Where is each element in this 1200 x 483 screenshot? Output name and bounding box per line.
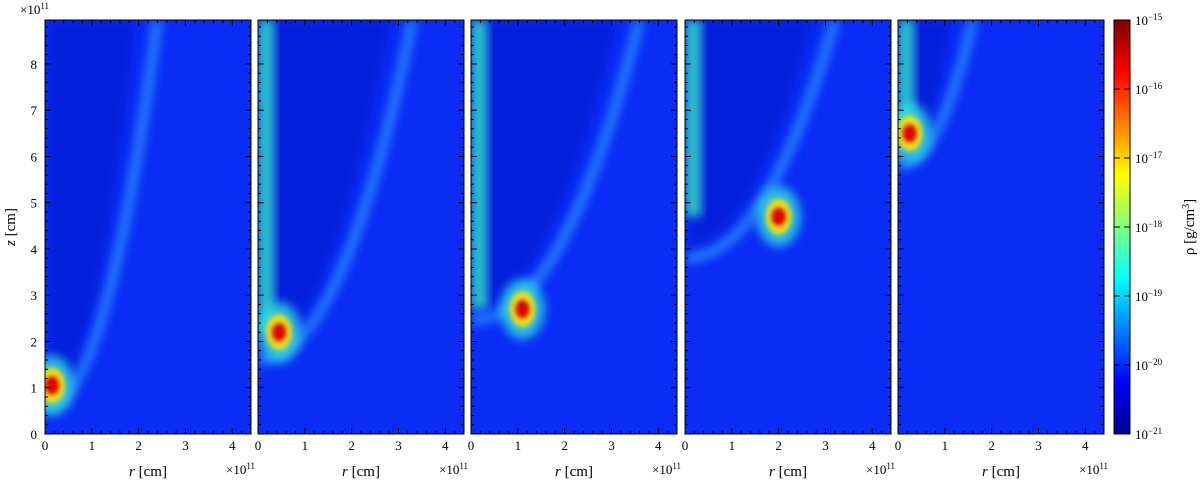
colorbar-tick-label: 10−21 <box>1135 426 1162 442</box>
x-tick-label: 0 <box>255 438 262 453</box>
axis-jet <box>258 20 275 333</box>
x-tick-label: 4 <box>869 438 876 453</box>
x-tick-label: 2 <box>135 438 142 453</box>
x-tick-label: 0 <box>895 438 902 453</box>
panel-4: 0 1 2 3 4 r [cm] ×1011 <box>682 19 895 480</box>
y-tick-label: 7 <box>31 103 38 118</box>
dense-clump <box>771 207 786 226</box>
wind-cavity <box>49 20 136 393</box>
x-tick-label: 3 <box>395 438 402 453</box>
density-field <box>685 20 840 264</box>
x-axis-label: r [cm] <box>555 464 593 480</box>
x-axis-label: r [cm] <box>129 464 167 480</box>
colorbar-tick-label: 10−16 <box>1135 81 1163 97</box>
colorbar-tick-label: 10−18 <box>1135 219 1163 235</box>
colorbar-ticks: 10−15 10−16 10−17 10−18 10−19 10−20 10−21 <box>1114 12 1163 442</box>
x-tick-label: 2 <box>775 438 782 453</box>
x-tick-label: 0 <box>42 438 49 453</box>
density-field <box>258 20 418 365</box>
dense-clump <box>272 323 287 342</box>
x-tick-label: 4 <box>229 438 236 453</box>
y-tick-label: 5 <box>31 196 38 211</box>
x-axis-exponent: ×1011 <box>866 461 895 477</box>
density-field <box>45 20 163 416</box>
x-axis-exponent: ×1011 <box>652 461 681 477</box>
panel-5: 0 1 2 3 4 r [cm] ×1011 <box>895 19 1108 480</box>
colorbar-tick-label: 10−15 <box>1135 12 1163 28</box>
x-tick-label: 1 <box>302 438 309 453</box>
density-field <box>471 20 645 340</box>
x-tick-label: 1 <box>515 438 522 453</box>
x-tick-label: 4 <box>655 438 662 453</box>
x-tick-label: 2 <box>348 438 355 453</box>
x-tick-label: 3 <box>1035 438 1042 453</box>
dense-clump <box>902 124 917 143</box>
x-tick-label: 0 <box>468 438 475 453</box>
x-tick-label: 2 <box>988 438 995 453</box>
x-axis-label: r [cm] <box>982 464 1020 480</box>
x-tick-label: 3 <box>608 438 615 453</box>
x-tick-label: 3 <box>182 438 189 453</box>
y-axis-exponent: ×1011 <box>20 1 49 17</box>
dense-clump <box>45 376 60 395</box>
y-tick-label: 8 <box>31 57 38 72</box>
colorbar-label: ρ [g/cm3] <box>1181 199 1199 255</box>
axis-jet <box>471 20 488 310</box>
panel-1: 0 1 2 3 4 r [cm] ×1011 0 1 2 3 4 5 6 7 8 <box>31 19 255 480</box>
bow-shock-shell <box>898 20 978 171</box>
x-tick-label: 4 <box>442 438 449 453</box>
y-tick-label: 1 <box>31 381 38 396</box>
density-field <box>898 20 978 171</box>
panel-2: 0 1 2 3 4 r [cm] ×1011 <box>255 19 468 480</box>
dense-clump <box>515 300 530 319</box>
colorbar-tick-label: 10−20 <box>1135 357 1163 373</box>
y-tick-label: 2 <box>31 334 38 349</box>
x-tick-label: 3 <box>822 438 829 453</box>
colorbar-tick-label: 10−19 <box>1135 288 1163 304</box>
y-tick-label: 6 <box>31 149 38 164</box>
x-tick-label: 2 <box>561 438 568 453</box>
axis-jet <box>685 20 702 217</box>
y-axis-label: z [cm] <box>3 208 19 247</box>
x-axis-label: r [cm] <box>342 464 380 480</box>
y-tick-label: 3 <box>31 288 38 303</box>
x-axis-exponent: ×1011 <box>1079 461 1108 477</box>
bow-shock-shell <box>471 20 645 326</box>
x-tick-label: 4 <box>1082 438 1089 453</box>
wind-cavity <box>689 20 813 245</box>
x-tick-label: 1 <box>89 438 96 453</box>
x-axis-exponent: ×1011 <box>226 461 255 477</box>
y-tick-label: 0 <box>31 427 38 442</box>
wind-cavity <box>262 20 391 347</box>
x-axis-label: r [cm] <box>769 464 807 480</box>
x-tick-label: 1 <box>729 438 736 453</box>
y-tick-label: 4 <box>31 242 38 257</box>
wind-cavity <box>475 20 618 307</box>
panel-3: 0 1 2 3 4 r [cm] ×1011 <box>468 19 681 480</box>
colorbar-tick-label: 10−17 <box>1135 150 1163 166</box>
x-tick-label: 1 <box>942 438 949 453</box>
x-tick-label: 0 <box>682 438 689 453</box>
colorbar: 10−15 10−16 10−17 10−18 10−19 10−20 10−21 ρ [g… <box>1113 12 1199 442</box>
x-axis-exponent: ×1011 <box>439 461 468 477</box>
